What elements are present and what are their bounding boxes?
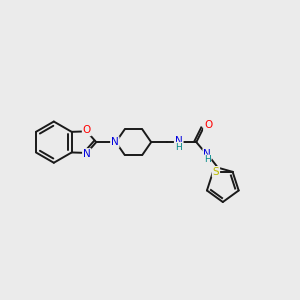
Text: H: H xyxy=(204,155,211,164)
Text: N: N xyxy=(175,136,182,146)
Text: O: O xyxy=(204,121,212,130)
Text: O: O xyxy=(83,125,91,135)
Text: S: S xyxy=(213,167,219,177)
Text: N: N xyxy=(83,149,91,159)
Text: N: N xyxy=(203,149,211,159)
Text: H: H xyxy=(175,142,182,152)
Text: N: N xyxy=(111,137,119,147)
